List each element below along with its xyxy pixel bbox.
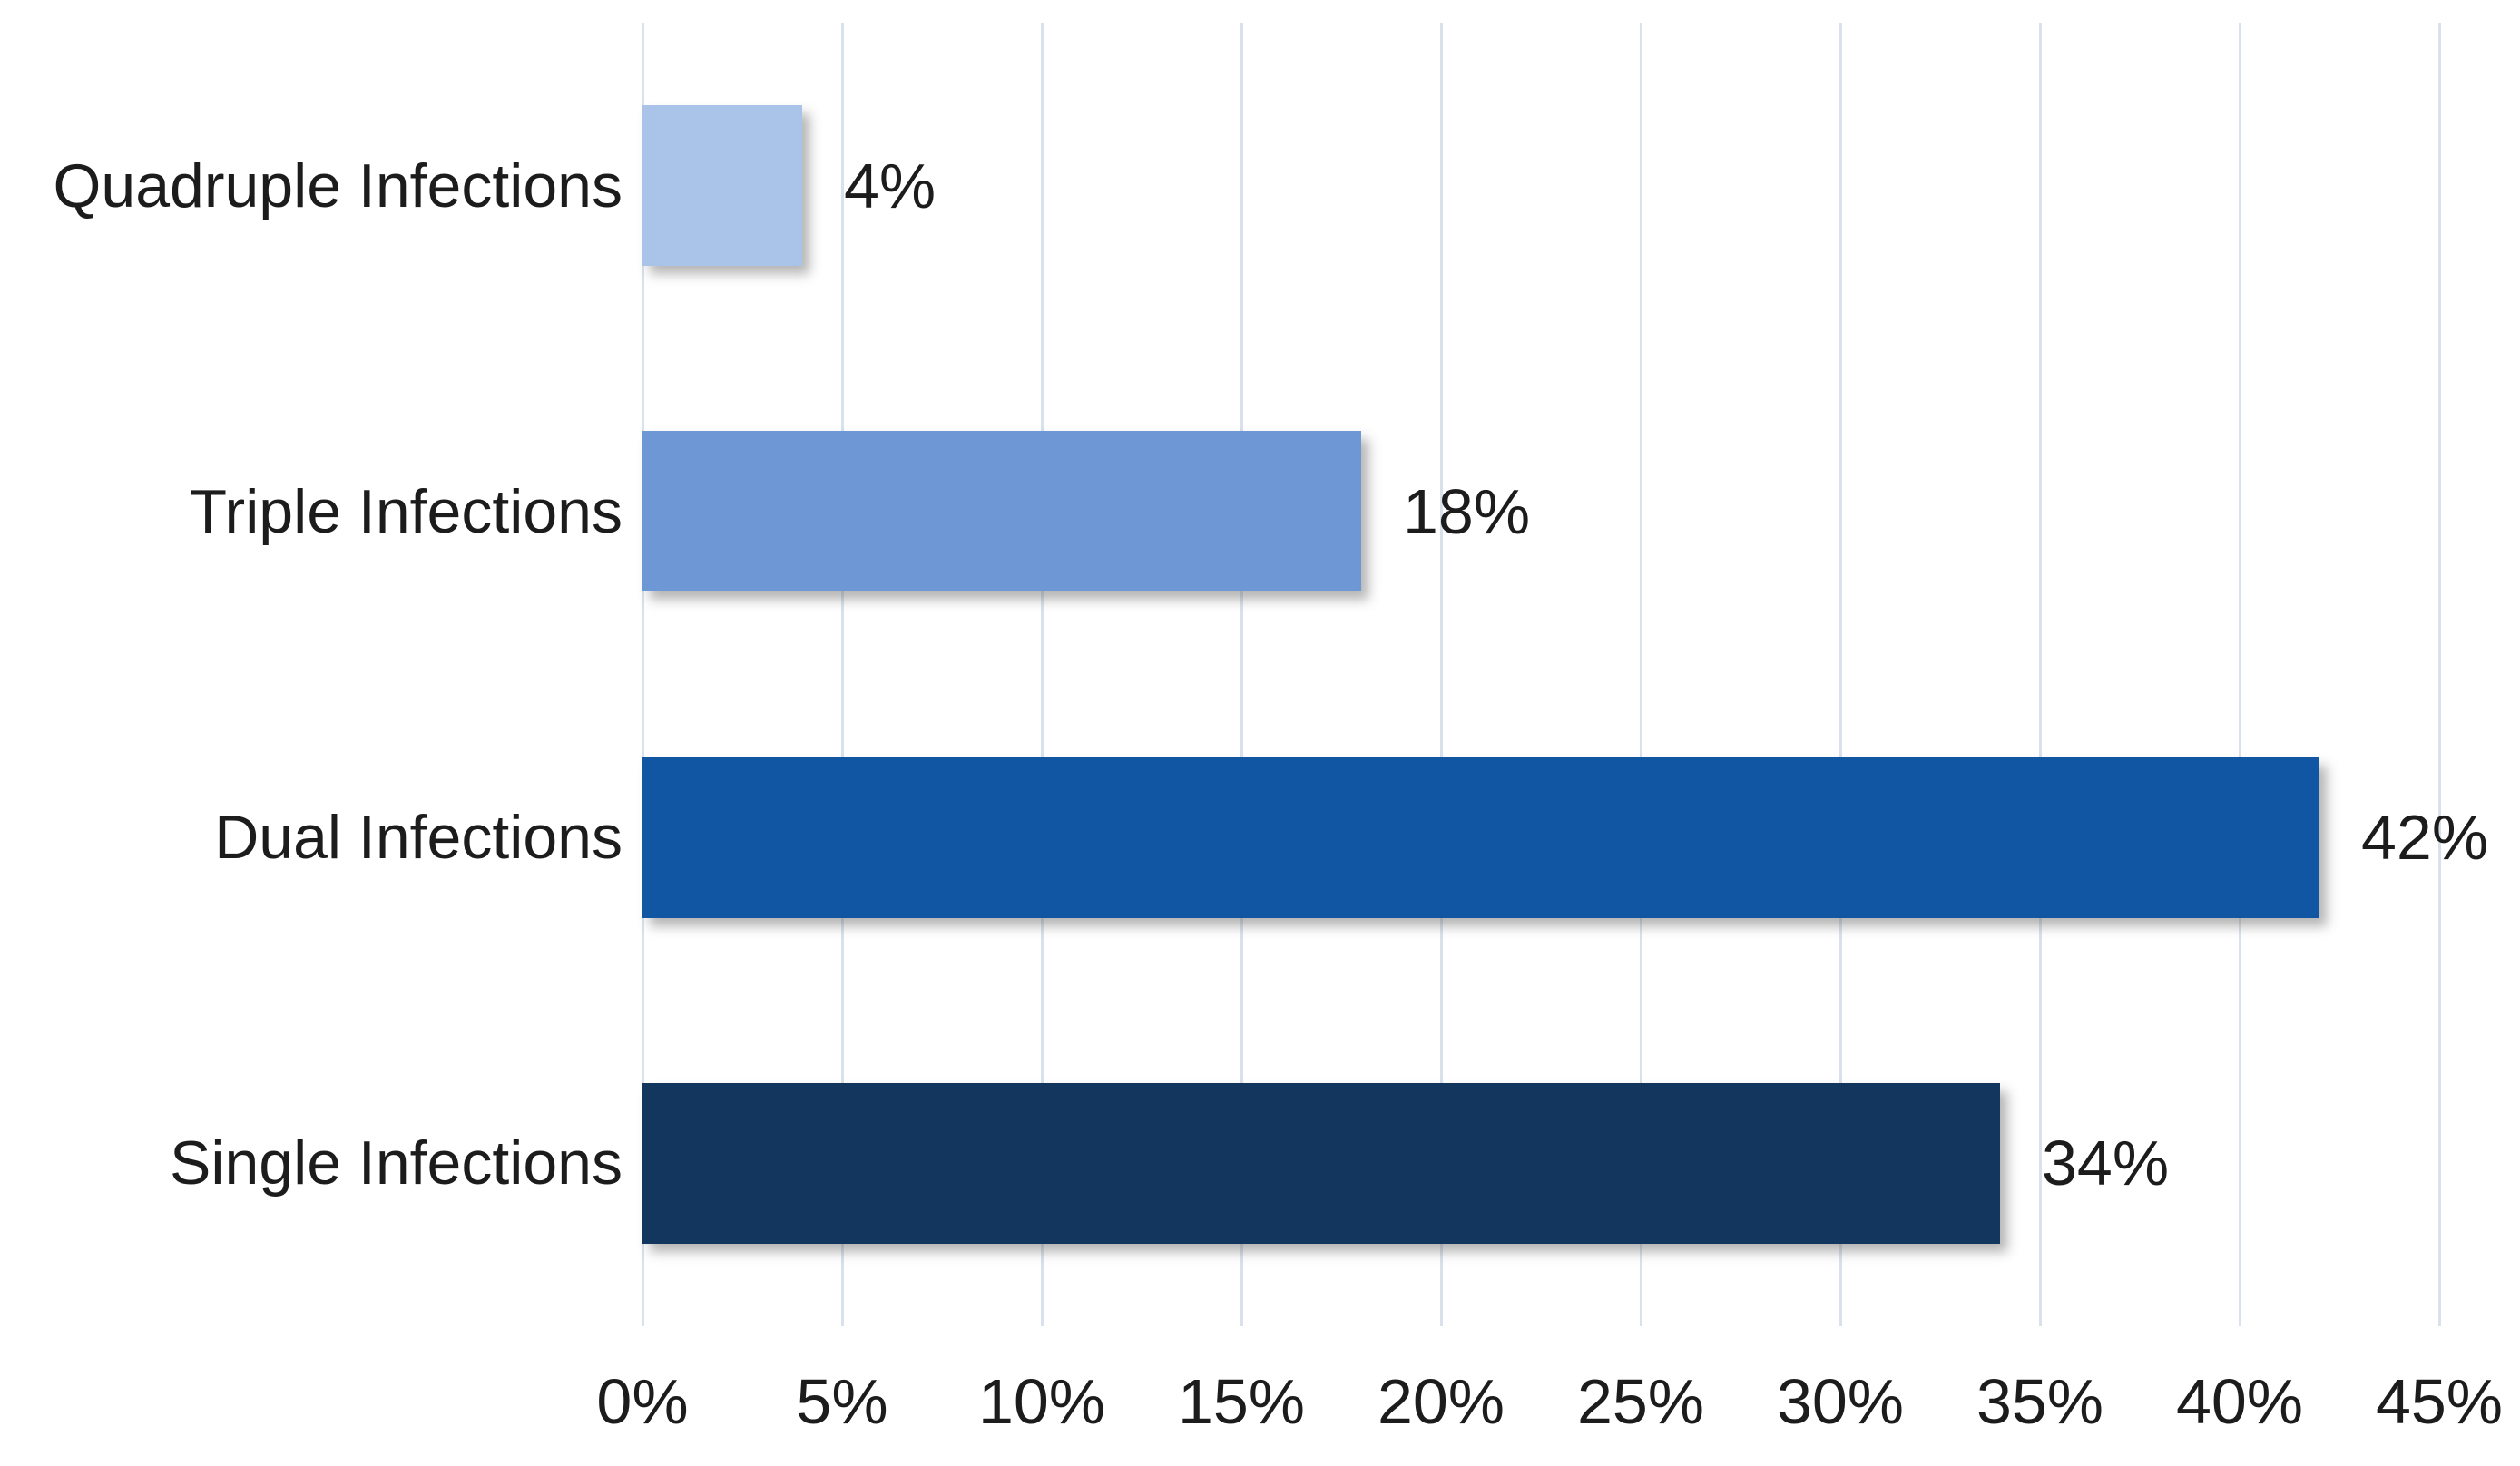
gridline: [841, 23, 844, 1326]
x-tick-label: 35%: [1976, 1366, 2104, 1437]
value-label: 18%: [1403, 475, 1531, 547]
x-tick-label: 45%: [2375, 1366, 2504, 1437]
bar-triple-infections: [642, 431, 1361, 592]
gridline: [2438, 23, 2441, 1326]
value-label: 34%: [2042, 1128, 2170, 1199]
x-tick-label: 25%: [1576, 1366, 1705, 1437]
bar-dual-infections: [642, 757, 2319, 918]
bar-single-infections: [642, 1082, 2000, 1244]
x-tick-label: 5%: [796, 1366, 888, 1437]
x-tick-label: 10%: [977, 1366, 1106, 1437]
x-tick-label: 15%: [1177, 1366, 1306, 1437]
gridline: [1240, 23, 1243, 1326]
x-tick-label: 0%: [596, 1366, 689, 1437]
category-label: Triple Infections: [189, 476, 623, 546]
x-tick-label: 20%: [1377, 1366, 1505, 1437]
value-label: 4%: [844, 150, 936, 221]
gridline: [1839, 23, 1842, 1326]
gridline: [1041, 23, 1044, 1326]
category-label: Single Infections: [170, 1129, 623, 1198]
gridline: [2039, 23, 2042, 1326]
x-tick-label: 40%: [2175, 1366, 2304, 1437]
value-label: 42%: [2361, 802, 2489, 874]
gridline: [1440, 23, 1443, 1326]
category-label: Dual Infections: [214, 803, 623, 873]
category-label: Quadruple Infections: [53, 151, 623, 220]
x-tick-label: 30%: [1776, 1366, 1905, 1437]
bar-quadruple-infections: [642, 105, 802, 267]
gridline: [2239, 23, 2241, 1326]
plot-area: [642, 23, 2441, 1326]
gridline: [642, 23, 644, 1326]
gridline: [1640, 23, 1642, 1326]
